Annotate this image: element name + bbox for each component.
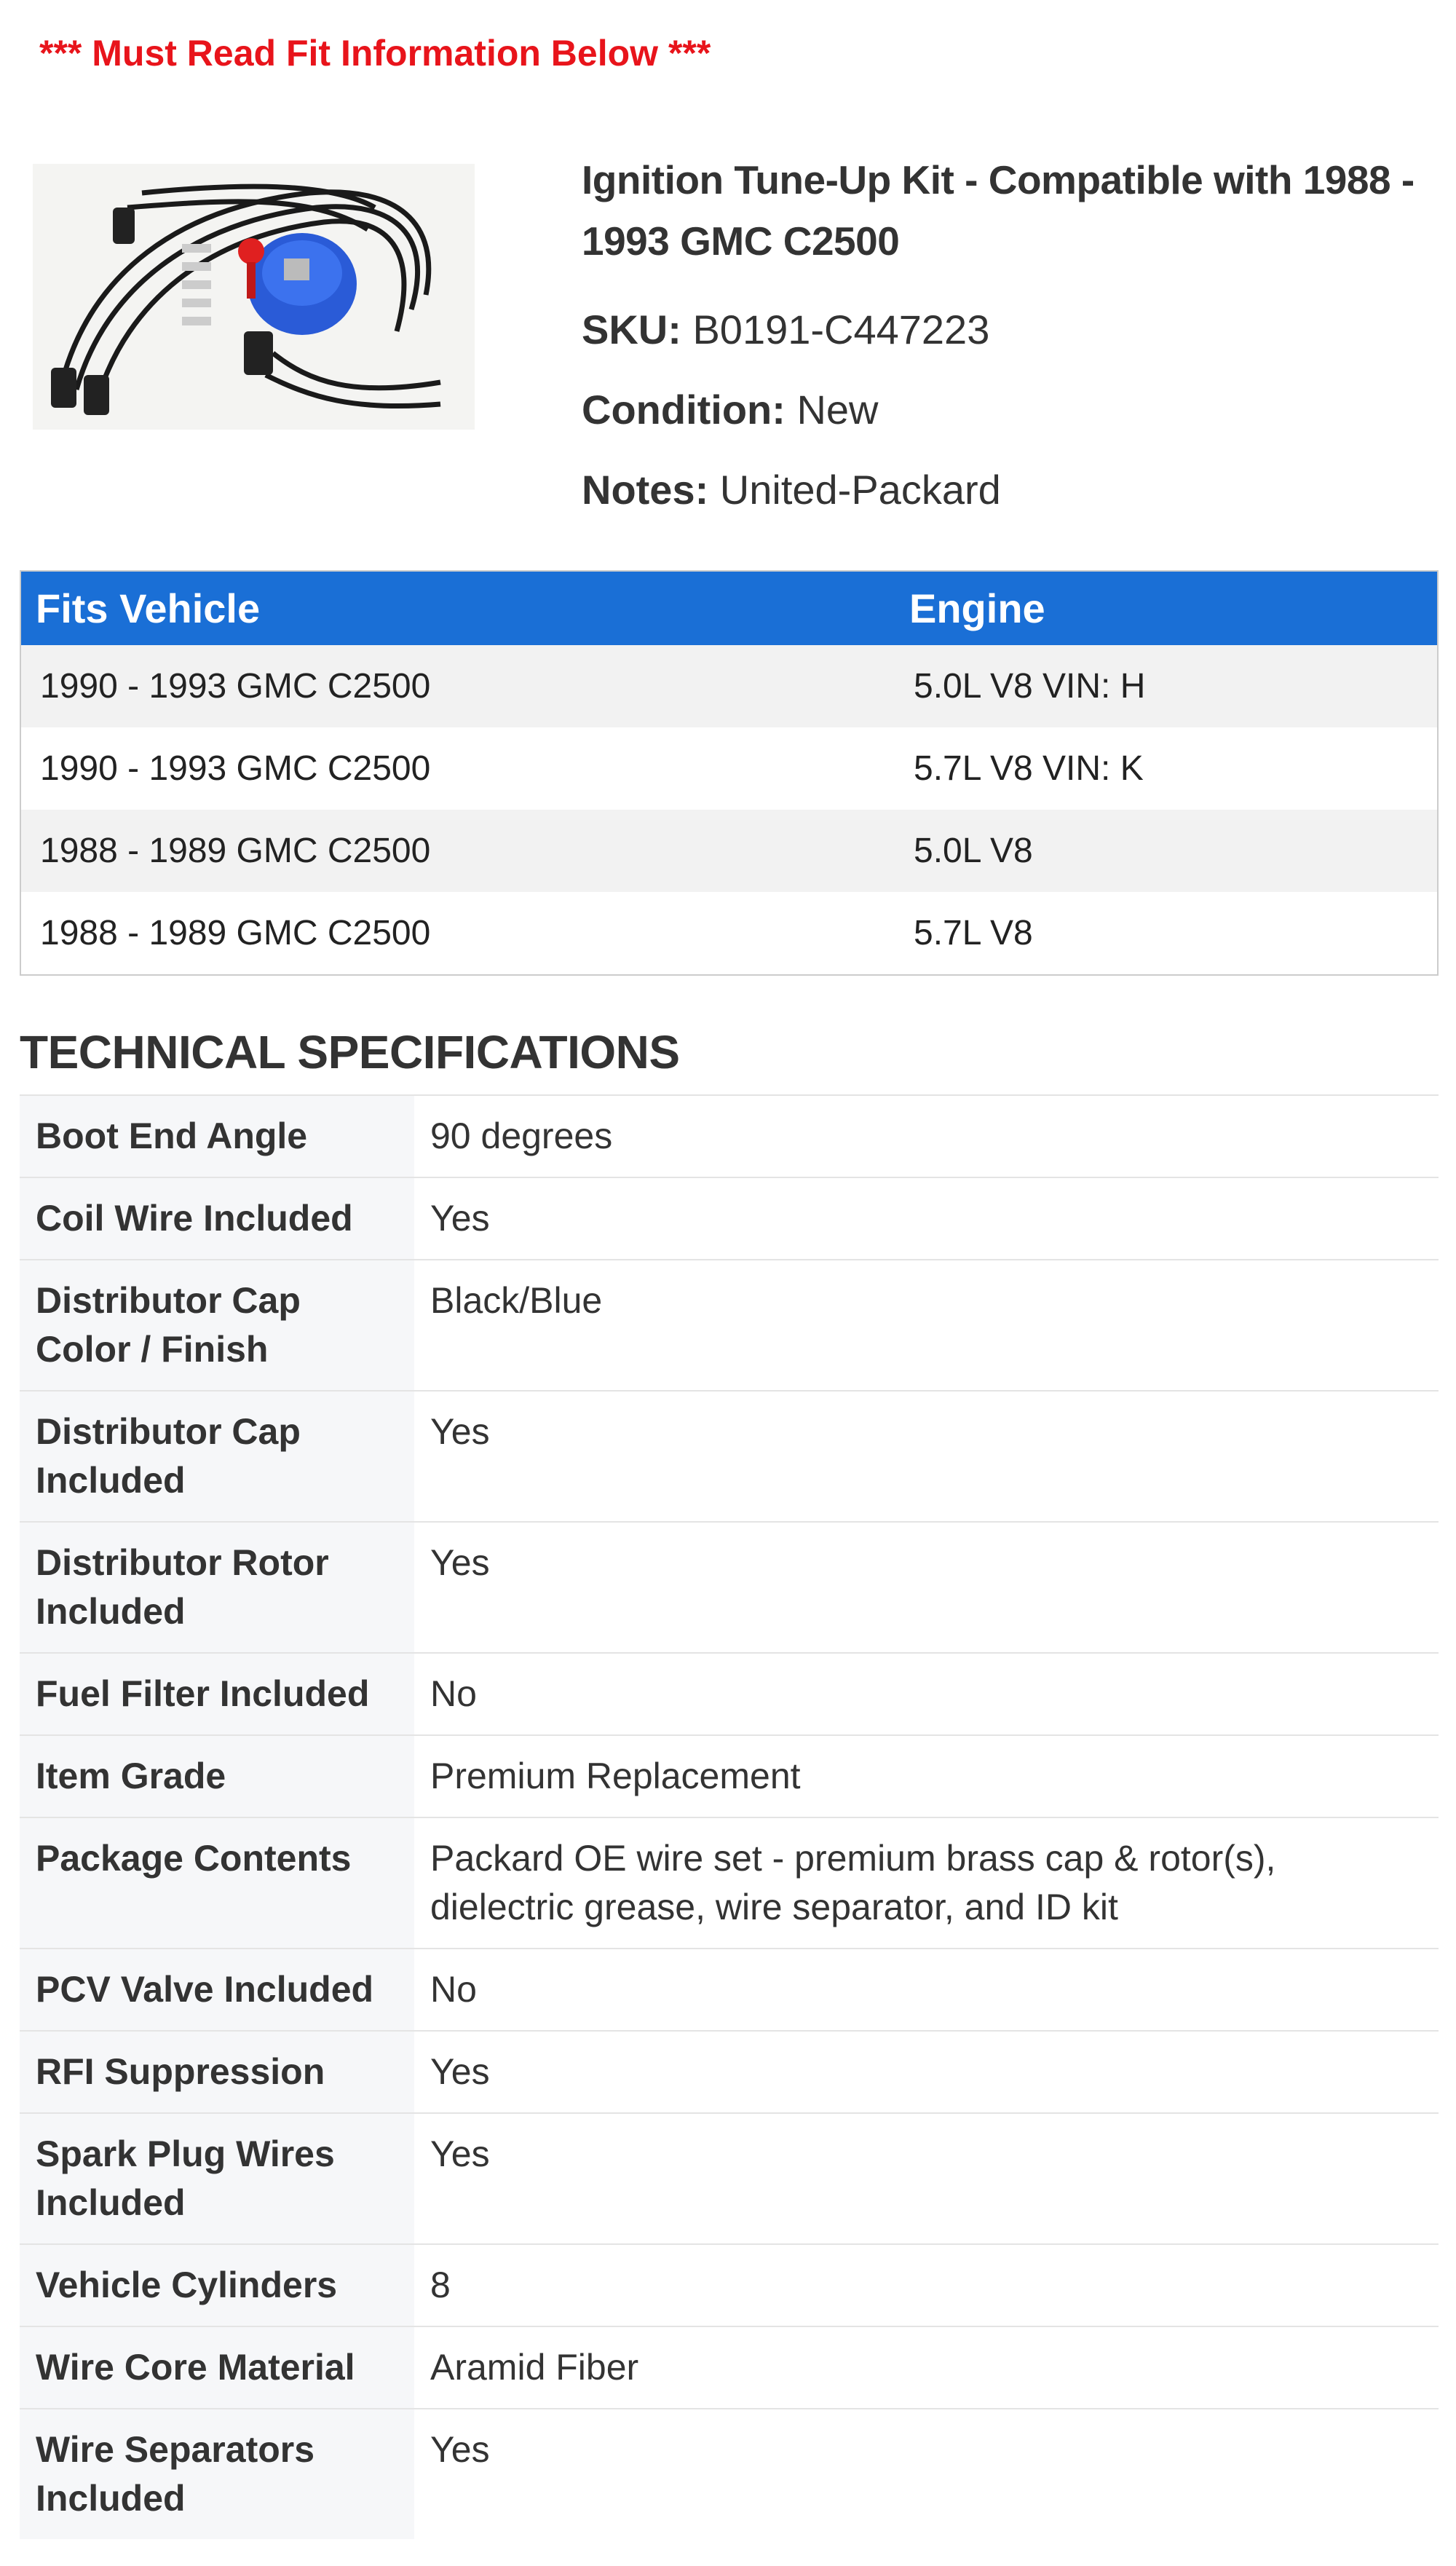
specs-table: Boot End Angle 90 degrees Coil Wire Includ… <box>20 1094 1439 2539</box>
spec-value: Yes <box>414 2030 1439 2113</box>
spec-label: Boot End Angle <box>20 1094 414 1177</box>
spec-label: Coil Wire Included <box>20 1177 414 1260</box>
spec-value: Premium Replacement <box>414 1734 1439 1817</box>
table-cell: 1988 - 1989 GMC C2500 <box>20 810 895 892</box>
spec-row: Wire Core Material Aramid Fiber <box>20 2326 1439 2409</box>
spec-row: Vehicle Cylinders 8 <box>20 2243 1439 2326</box>
spec-row: Wire Separators Included Yes <box>20 2408 1439 2539</box>
detail-value: United-Packard <box>719 467 1001 513</box>
column-header: Fits Vehicle <box>20 571 895 645</box>
spec-value: Packard OE wire set - premium brass cap … <box>414 1817 1439 1949</box>
spec-value: No <box>414 1948 1439 2031</box>
table-cell: 5.7L V8 VIN: K <box>914 749 1144 788</box>
fits-row: 1990 - 1993 GMC C2500 5.7L V8 VIN: K <box>20 727 1438 810</box>
spec-value: Yes <box>414 1521 1439 1653</box>
spec-row: Distributor Cap Color / Finish Black/Blue <box>20 1259 1439 1391</box>
spec-value: No <box>414 1652 1439 1735</box>
spec-label: Wire Separators Included <box>20 2408 414 2539</box>
detail-label: Notes: <box>582 467 709 513</box>
table-cell: 5.7L V8 <box>914 914 1033 952</box>
spec-label: Distributor Rotor Included <box>20 1521 414 1653</box>
spec-value: Yes <box>414 1390 1439 1522</box>
product-details: SKU: B0191-C447223 Condition: New Notes: U… <box>582 308 1439 512</box>
table-cell: 1990 - 1993 GMC C2500 <box>40 749 431 788</box>
table-cell: 5.0L V8 <box>895 810 1438 892</box>
detail-value: New <box>796 387 879 433</box>
spec-label: Fuel Filter Included <box>20 1652 414 1735</box>
detail-value: B0191-C447223 <box>692 307 990 352</box>
spec-value: 8 <box>414 2243 1439 2326</box>
column-header: Engine <box>895 571 1438 645</box>
table-cell: 1990 - 1993 GMC C2500 <box>20 645 895 727</box>
spec-value: Aramid Fiber <box>414 2326 1439 2409</box>
spec-row: Fuel Filter Included No <box>20 1652 1439 1735</box>
spec-row: Spark Plug Wires Included Yes <box>20 2112 1439 2244</box>
product-title: Ignition Tune-Up Kit - Compatible with 1… <box>582 157 1415 264</box>
spec-label: PCV Valve Included <box>20 1948 414 2031</box>
spec-value: Yes <box>414 2408 1439 2539</box>
specs-title: TECHNICAL SPECIFICATIONS <box>20 1026 680 1078</box>
spec-label: Spark Plug Wires Included <box>20 2112 414 2244</box>
spec-row: Distributor Cap Included Yes <box>20 1390 1439 1522</box>
spec-row: Boot End Angle 90 degrees <box>20 1094 1439 1177</box>
detail-line: SKU: B0191-C447223 <box>582 308 1439 352</box>
spec-value: 90 degrees <box>414 1094 1439 1177</box>
spec-row: Coil Wire Included Yes <box>20 1177 1439 1260</box>
spec-label: Wire Core Material <box>20 2326 414 2409</box>
spec-label: Package Contents <box>20 1817 414 1949</box>
detail-label: SKU: <box>582 307 681 352</box>
fits-row: 1988 - 1989 GMC C2500 5.0L V8 <box>20 810 1438 892</box>
fit-notice: *** Must Read Fit Information Below *** <box>39 33 711 74</box>
spec-label: Vehicle Cylinders <box>20 2243 414 2326</box>
spec-row: Item Grade Premium Replacement <box>20 1734 1439 1817</box>
product-info: Ignition Tune-Up Kit - Compatible with 1… <box>582 149 1439 512</box>
product-image <box>33 164 475 430</box>
spec-label: Item Grade <box>20 1734 414 1817</box>
spec-label: Distributor Cap Included <box>20 1390 414 1522</box>
spec-row: RFI Suppression Yes <box>20 2030 1439 2113</box>
detail-line: Condition: New <box>582 388 1439 432</box>
spec-label: RFI Suppression <box>20 2030 414 2113</box>
fits-row: 1990 - 1993 GMC C2500 5.0L V8 VIN: H <box>20 645 1438 727</box>
spec-value: Yes <box>414 2112 1439 2244</box>
fits-row: 1988 - 1989 GMC C2500 5.7L V8 <box>20 892 1438 975</box>
table-cell: 1988 - 1989 GMC C2500 <box>40 914 431 952</box>
spec-label: Distributor Cap Color / Finish <box>20 1259 414 1391</box>
spec-row: PCV Valve Included No <box>20 1948 1439 2031</box>
detail-label: Condition: <box>582 387 786 433</box>
spec-row: Package Contents Packard OE wire set - pr… <box>20 1817 1439 1949</box>
fits-header-row: Fits Vehicle Engine <box>20 571 1438 645</box>
spec-value: Yes <box>414 1177 1439 1260</box>
spec-row: Distributor Rotor Included Yes <box>20 1521 1439 1653</box>
table-cell: 5.0L V8 VIN: H <box>895 645 1438 727</box>
spec-value: Black/Blue <box>414 1259 1439 1391</box>
fits-table: Fits Vehicle Engine 1990 - 1993 GMC C2500 5… <box>20 570 1439 976</box>
detail-line: Notes: United-Packard <box>582 468 1439 512</box>
